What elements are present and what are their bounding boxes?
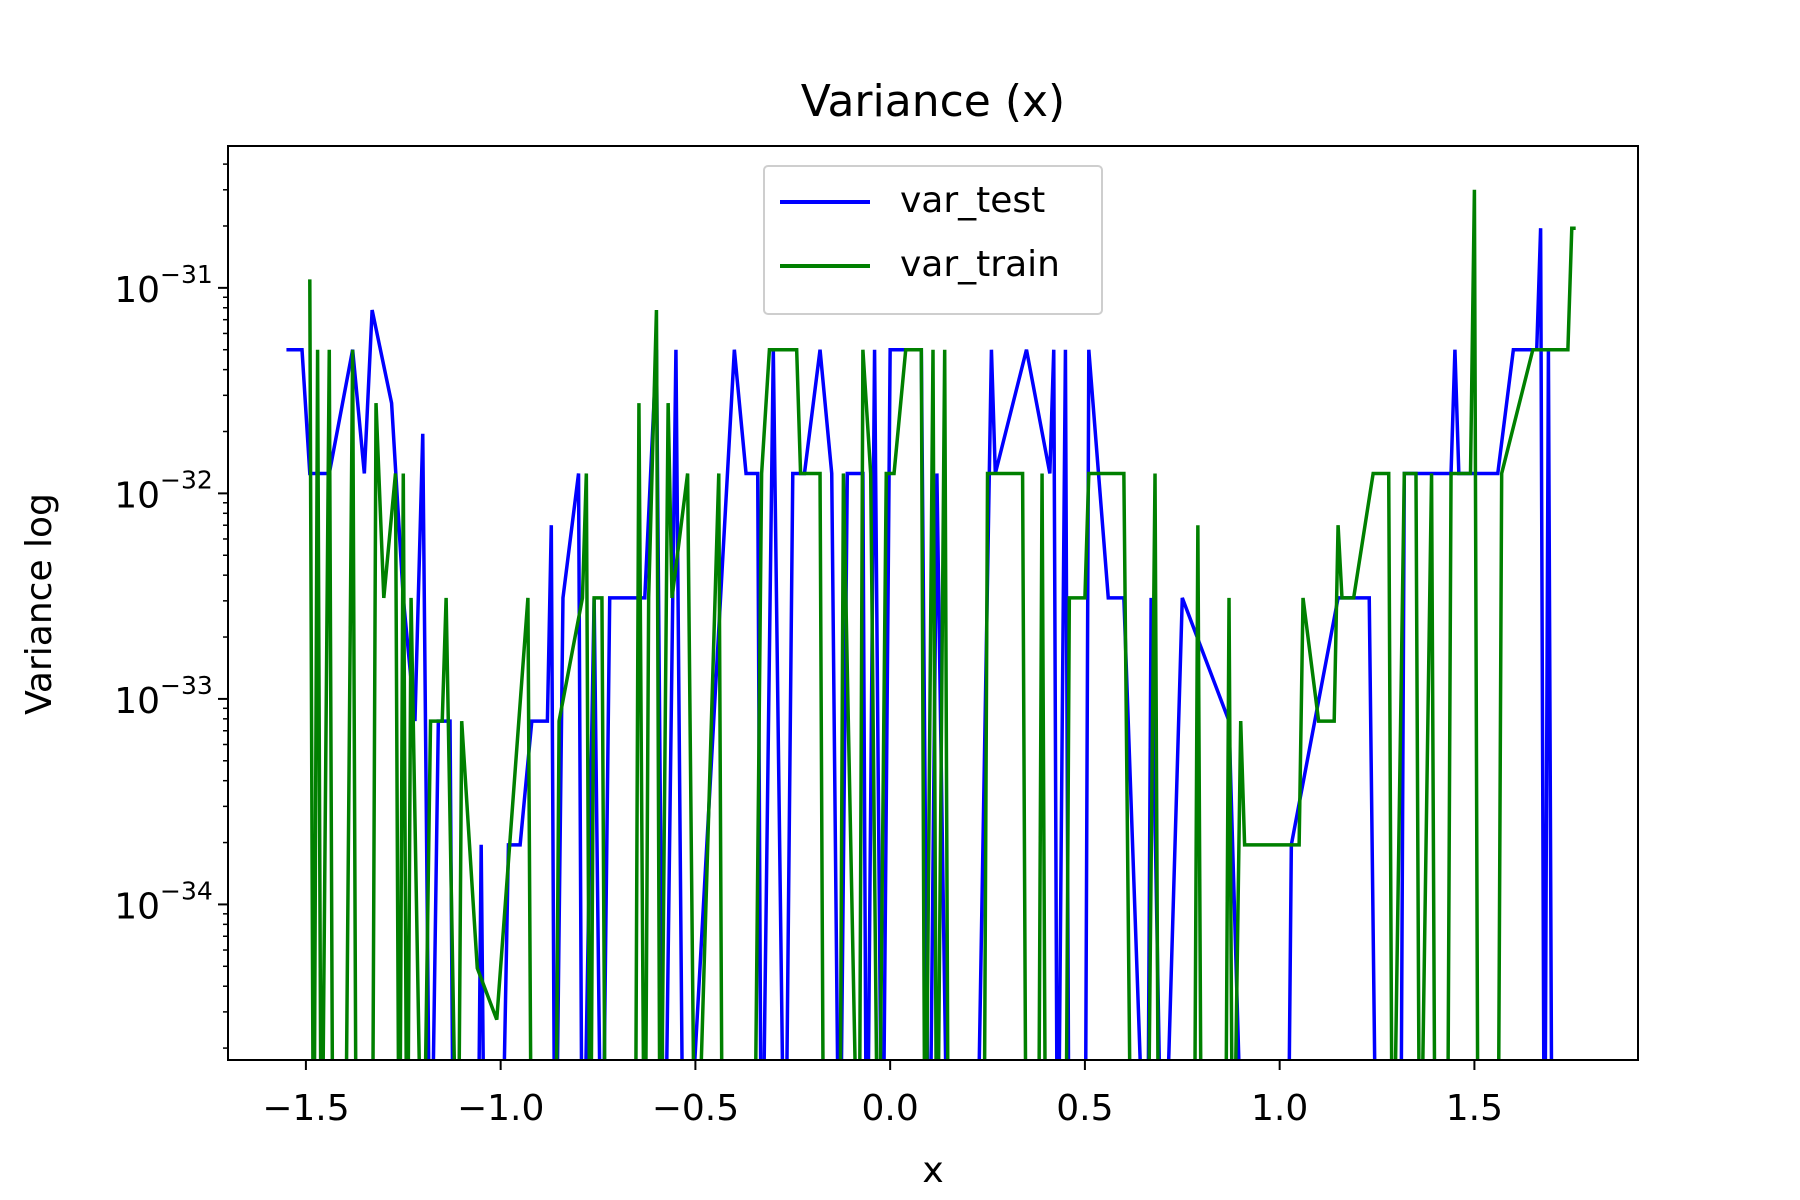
data-line	[286, 228, 1554, 1060]
x-tick-label: −1.5	[262, 1088, 349, 1129]
y-tick-exponent: −31	[160, 260, 213, 289]
y-tick-exponent: −34	[160, 876, 213, 905]
x-tick-label: 1.5	[1446, 1088, 1503, 1129]
y-tick-base: 10	[114, 270, 160, 311]
y-tick-label: 10	[114, 886, 160, 927]
y-tick-label: 10	[114, 681, 160, 722]
axes-frame	[227, 145, 1639, 1061]
y-tick-label: 10	[114, 475, 160, 516]
y-tick-base: 10	[114, 681, 160, 722]
x-tick-label: 0.0	[862, 1088, 919, 1129]
y-tick-label: 10	[114, 270, 160, 311]
x-tick-label: −1.0	[457, 1088, 544, 1129]
y-tick-base: 10	[114, 886, 160, 927]
y-tick-exponent: −33	[160, 671, 213, 700]
y-axis-label: Variance log	[19, 493, 60, 715]
y-tick-base: 10	[114, 475, 160, 516]
y-tick-exponent: −32	[160, 465, 213, 494]
x-tick-label: 0.5	[1056, 1088, 1113, 1129]
legend-label: var_train	[900, 244, 1060, 285]
plot-area	[286, 189, 1576, 1060]
x-tick-label: 1.0	[1251, 1088, 1308, 1129]
chart-title: Variance (x)	[801, 76, 1065, 127]
legend-label: var_test	[900, 180, 1045, 221]
x-tick-label: −0.5	[652, 1088, 739, 1129]
x-axis-label: x	[922, 1150, 943, 1191]
data-line	[308, 189, 1576, 1060]
